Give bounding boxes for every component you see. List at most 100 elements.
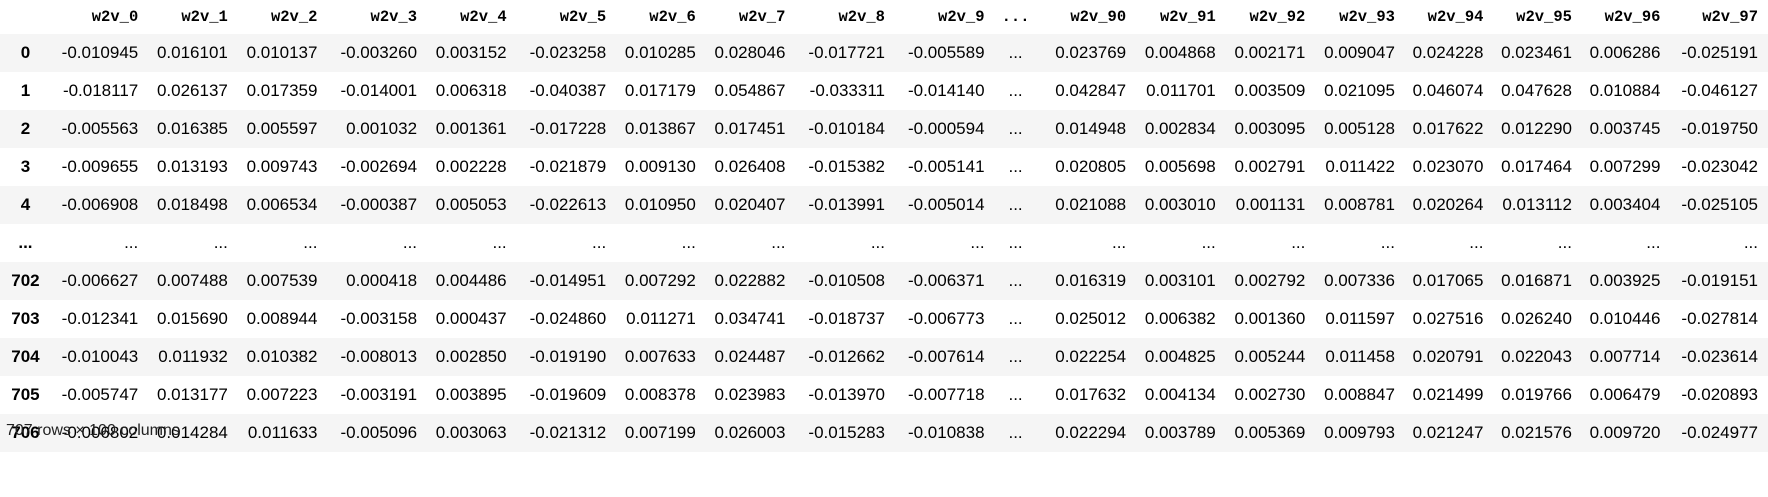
table-cell: -0.017721 bbox=[808, 43, 885, 62]
table-cell: 0.005128 bbox=[1324, 119, 1395, 138]
table-cell: ... bbox=[1646, 233, 1661, 252]
table-cell: 0.014948 bbox=[1055, 119, 1127, 138]
table-cell: 0.010446 bbox=[1589, 309, 1661, 328]
ellipsis-cell: ... bbox=[1008, 81, 1023, 100]
table-cell: 0.017359 bbox=[246, 81, 318, 100]
table-cell: 0.054867 bbox=[714, 81, 786, 100]
table-cell: -0.000594 bbox=[907, 119, 985, 138]
table-cell: 0.010137 bbox=[246, 43, 318, 62]
table-cell: ... bbox=[771, 233, 786, 252]
table-cell: -0.014001 bbox=[340, 81, 418, 100]
table-cell: 0.009793 bbox=[1324, 423, 1395, 442]
table-cell: -0.008013 bbox=[340, 347, 418, 366]
table-cell: 0.005053 bbox=[435, 195, 507, 214]
table-cell: 0.022882 bbox=[714, 271, 786, 290]
column-header: w2v_95 bbox=[1516, 8, 1572, 26]
column-header: w2v_2 bbox=[270, 8, 318, 26]
table-row: 0 -0.010945 0.016101 0.010137 -0.003260 0.003… bbox=[0, 34, 1768, 72]
column-header: w2v_97 bbox=[1702, 8, 1758, 26]
table-cell: -0.000387 bbox=[340, 195, 418, 214]
table-cell: 0.008781 bbox=[1324, 195, 1395, 214]
table-cell: 0.016101 bbox=[156, 43, 228, 62]
table-cell: ... bbox=[1201, 233, 1216, 252]
table-cell: 0.002834 bbox=[1144, 119, 1216, 138]
table-cell: -0.021312 bbox=[529, 423, 607, 442]
row-index: ... bbox=[18, 233, 33, 252]
table-cell: -0.003158 bbox=[340, 309, 418, 328]
table-cell: ... bbox=[1743, 233, 1758, 252]
table-cell: 0.021088 bbox=[1055, 195, 1127, 214]
table-row: 3 -0.009655 0.013193 0.009743 -0.002694 0.002… bbox=[0, 148, 1768, 186]
table-cell: -0.012341 bbox=[61, 309, 139, 328]
table-cell: 0.022254 bbox=[1055, 347, 1127, 366]
table-cell: 0.011458 bbox=[1325, 347, 1395, 366]
table-cell: 0.003789 bbox=[1144, 423, 1216, 442]
table-cell: 0.024228 bbox=[1412, 43, 1484, 62]
table-cell: 0.011422 bbox=[1325, 157, 1395, 176]
table-cell: 0.007199 bbox=[624, 423, 696, 442]
table-cell: -0.012662 bbox=[808, 347, 885, 366]
table-cell: -0.005014 bbox=[907, 195, 985, 214]
column-header: w2v_94 bbox=[1427, 8, 1484, 26]
table-cell: 0.016871 bbox=[1501, 271, 1572, 290]
table-cell: ... bbox=[870, 233, 885, 252]
table-cell: 0.003509 bbox=[1234, 81, 1306, 100]
table-cell: -0.010184 bbox=[808, 119, 885, 138]
table-cell: -0.007718 bbox=[907, 385, 985, 404]
table-cell: 0.015690 bbox=[156, 309, 228, 328]
ellipsis-cell: ... bbox=[1008, 423, 1023, 442]
ellipsis-cell: ... bbox=[1008, 271, 1023, 290]
dataframe-table: w2v_0 w2v_1 w2v_2 w2v_3 w2v_4 w2v_5 w2v_6 w2v_7… bbox=[0, 0, 1768, 442]
table-cell: -0.027814 bbox=[1681, 309, 1758, 328]
table-cell: 0.006286 bbox=[1589, 43, 1661, 62]
table-cell: 0.011633 bbox=[247, 423, 318, 442]
table-cell: ... bbox=[1469, 233, 1484, 252]
ellipsis-column-header: ... bbox=[1001, 8, 1030, 26]
table-row: 2 -0.005563 0.016385 0.005597 0.001032 0.0013… bbox=[0, 110, 1768, 148]
table-cell: 0.000418 bbox=[346, 271, 418, 290]
table-cell: 0.014284 bbox=[156, 423, 228, 442]
table-cell: -0.017228 bbox=[529, 119, 607, 138]
table-cell: ... bbox=[1557, 233, 1572, 252]
ellipsis-cell: ... bbox=[1008, 233, 1023, 252]
table-cell: 0.002228 bbox=[435, 157, 507, 176]
header-row: w2v_0 w2v_1 w2v_2 w2v_3 w2v_4 w2v_5 w2v_6 w2v_7… bbox=[0, 0, 1768, 34]
table-cell: 0.003101 bbox=[1144, 271, 1216, 290]
table-cell: 0.001032 bbox=[346, 119, 418, 138]
ellipsis-cell: ... bbox=[1008, 195, 1023, 214]
table-cell: -0.006371 bbox=[907, 271, 985, 290]
table-cell: 0.005698 bbox=[1144, 157, 1216, 176]
table-cell: ... bbox=[213, 233, 228, 252]
table-cell: -0.018117 bbox=[62, 81, 139, 100]
table-row: 705 -0.005747 0.013177 0.007223 -0.003191 0.0… bbox=[0, 376, 1768, 414]
table-cell: 0.003895 bbox=[435, 385, 507, 404]
table-cell: 0.003063 bbox=[435, 423, 507, 442]
table-cell: 0.007539 bbox=[246, 271, 318, 290]
table-cell: 0.004825 bbox=[1144, 347, 1216, 366]
ellipsis-cell: ... bbox=[1008, 43, 1023, 62]
table-cell: 0.007299 bbox=[1589, 157, 1661, 176]
table-cell: -0.014951 bbox=[529, 271, 607, 290]
table-cell: 0.009720 bbox=[1589, 423, 1661, 442]
column-header: w2v_8 bbox=[838, 8, 885, 26]
table-row: 1 -0.018117 0.026137 0.017359 -0.014001 0.006… bbox=[0, 72, 1768, 110]
table-cell: -0.019190 bbox=[529, 347, 607, 366]
table-cell: -0.025105 bbox=[1681, 195, 1758, 214]
column-header: w2v_92 bbox=[1249, 8, 1306, 26]
table-cell: 0.007336 bbox=[1324, 271, 1395, 290]
table-cell: 0.019766 bbox=[1501, 385, 1572, 404]
column-header: w2v_7 bbox=[738, 8, 786, 26]
table-cell: 0.024487 bbox=[714, 347, 786, 366]
table-cell: 0.026003 bbox=[714, 423, 786, 442]
row-index: 704 bbox=[11, 347, 40, 366]
table-cell: ... bbox=[124, 233, 139, 252]
index-header bbox=[0, 0, 51, 34]
table-cell: 0.023769 bbox=[1055, 43, 1127, 62]
table-cell: 0.007633 bbox=[624, 347, 696, 366]
table-cell: -0.007614 bbox=[907, 347, 985, 366]
table-cell: -0.018737 bbox=[808, 309, 885, 328]
table-cell: 0.013112 bbox=[1502, 195, 1572, 214]
table-cell: 0.021576 bbox=[1501, 423, 1572, 442]
table-cell: 0.004134 bbox=[1144, 385, 1216, 404]
table-cell: 0.011271 bbox=[626, 309, 696, 328]
